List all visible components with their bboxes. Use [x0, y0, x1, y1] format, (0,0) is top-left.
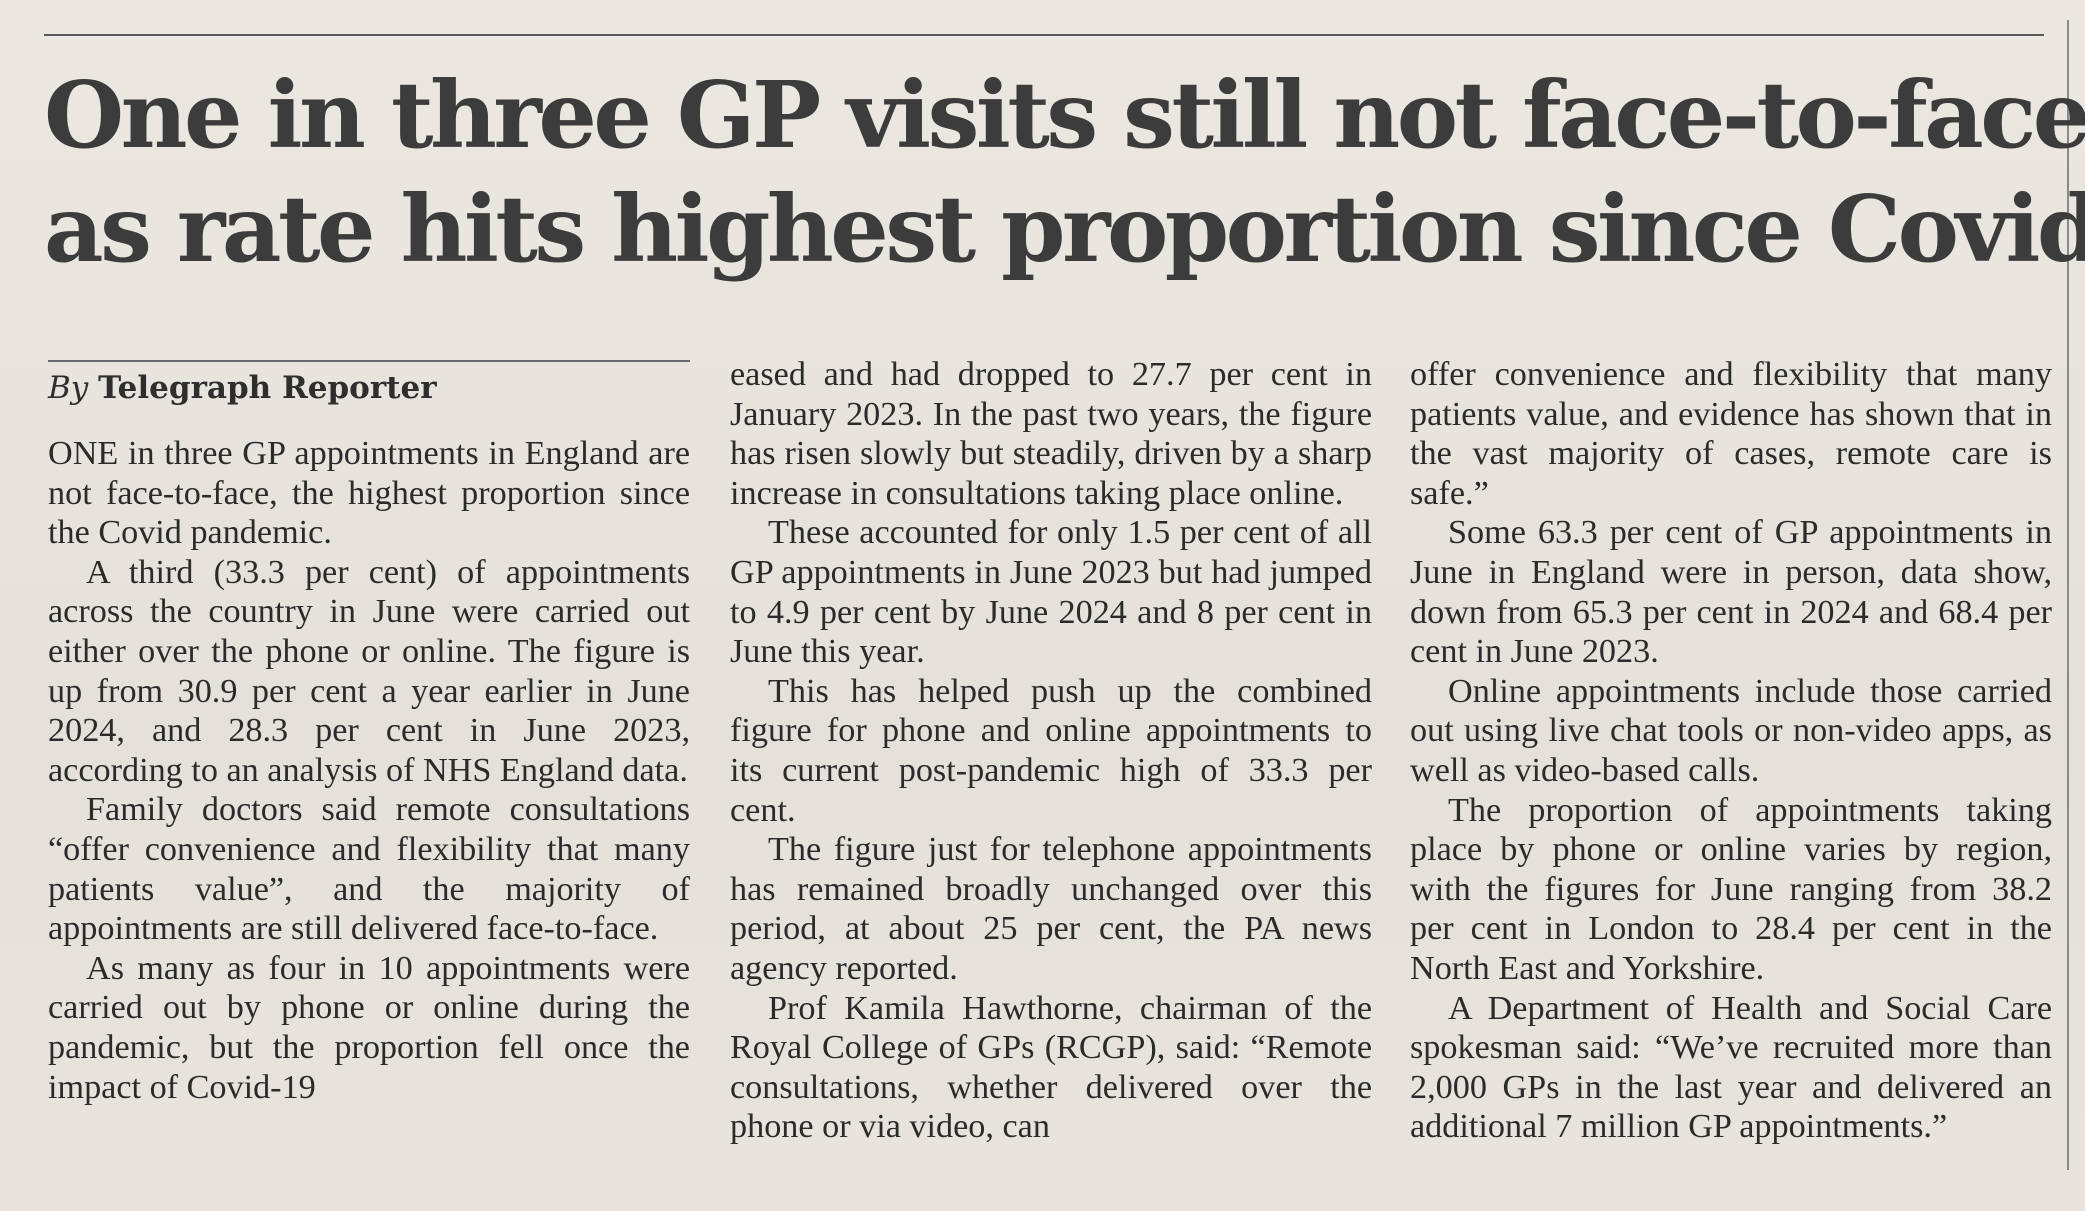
paragraph: The figure just for telephone appointmen… [730, 831, 1372, 987]
right-fold-line [2067, 20, 2069, 1170]
article-column-1: ONE in three GP appointments in England … [48, 434, 690, 1107]
byline-rule [48, 360, 690, 362]
byline-prefix: By [48, 370, 89, 406]
paragraph: Prof Kamila Hawthorne, chairman of the R… [730, 989, 1372, 1146]
headline-line-1: One in three GP visits still not face-to… [44, 61, 2085, 169]
paragraph: These accounted for only 1.5 per cent of… [730, 514, 1372, 671]
paragraph: offer convenience and flexibility that m… [1410, 356, 2052, 512]
paragraph: A third (33.3 per cent) of appointments … [48, 553, 690, 789]
paragraph: ONE in three GP appointments in England … [48, 435, 690, 552]
article-column-2: eased and had dropped to 27.7 per cent i… [730, 355, 1372, 1147]
paragraph: Family doctors said remote consultations… [48, 791, 690, 948]
headline-line-2: as rate hits highest proportion since Co… [44, 175, 2085, 283]
top-rule [44, 34, 2044, 36]
paragraph: As many as four in 10 appointments were … [48, 949, 690, 1106]
paragraph: Some 63.3 per cent of GP appointments in… [1410, 514, 2052, 671]
headline: One in three GP visits still not face-to… [44, 58, 2085, 286]
paragraph: The proportion of appointments taking pl… [1410, 791, 2052, 987]
paragraph: eased and had dropped to 27.7 per cent i… [730, 356, 1372, 512]
paragraph: A Department of Health and Social Care s… [1410, 989, 2052, 1146]
byline: By Telegraph Reporter [48, 368, 437, 408]
paragraph: This has helped push up the combined fig… [730, 672, 1372, 829]
article-column-3: offer convenience and flexibility that m… [1410, 355, 2052, 1147]
byline-author: Telegraph Reporter [98, 370, 437, 406]
paragraph: Online appointments include those carrie… [1410, 672, 2052, 789]
